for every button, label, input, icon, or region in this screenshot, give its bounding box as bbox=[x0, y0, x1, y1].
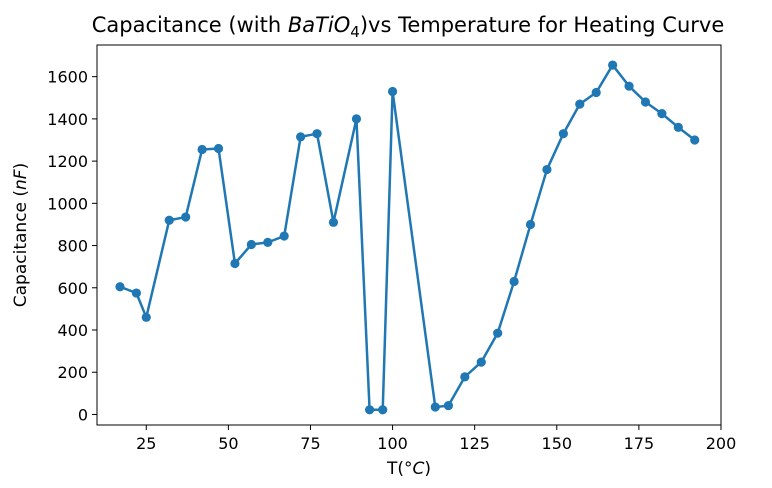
data-point bbox=[263, 237, 273, 247]
data-point bbox=[608, 60, 618, 70]
data-point bbox=[493, 328, 503, 338]
data-point bbox=[364, 405, 375, 415]
data-point bbox=[640, 97, 651, 107]
y-axis-label: Capacitance (nF) bbox=[11, 163, 31, 307]
data-point bbox=[460, 372, 470, 382]
data-point bbox=[690, 135, 700, 145]
y-tick-label: 200 bbox=[57, 363, 88, 382]
plot-area bbox=[96, 44, 722, 426]
data-point bbox=[575, 99, 585, 109]
x-tick-label: 150 bbox=[542, 434, 573, 453]
x-axis-label-suffix: ) bbox=[424, 459, 431, 479]
y-tick-label: 0 bbox=[78, 405, 88, 424]
data-point bbox=[141, 312, 151, 322]
data-point bbox=[181, 212, 191, 222]
x-tick-label: 75 bbox=[300, 434, 320, 453]
x-axis-label: T(°C) bbox=[386, 459, 431, 479]
y-tick-label: 600 bbox=[57, 279, 88, 298]
x-axis-label-prefix: T( bbox=[386, 459, 404, 479]
x-tick-label: 100 bbox=[377, 434, 408, 453]
data-point bbox=[657, 109, 667, 119]
data-point bbox=[131, 288, 142, 298]
chart-title-formula-subscript: 4 bbox=[350, 23, 360, 41]
x-tick-label: 125 bbox=[459, 434, 490, 453]
data-point bbox=[558, 129, 568, 139]
chart-title: Capacitance (with BaTiO4)vs Temperature … bbox=[92, 13, 725, 41]
chart-title-prefix: Capacitance (with bbox=[92, 13, 288, 37]
data-point bbox=[591, 87, 601, 98]
data-point bbox=[328, 217, 339, 227]
data-point bbox=[509, 276, 519, 287]
data-point bbox=[351, 114, 362, 124]
data-point bbox=[164, 215, 174, 225]
data-point bbox=[443, 400, 454, 411]
data-point bbox=[296, 132, 306, 142]
x-axis-label-unit: °C bbox=[404, 459, 425, 479]
data-point bbox=[230, 258, 240, 269]
data-point bbox=[246, 239, 256, 250]
data-point bbox=[115, 282, 125, 292]
chart-title-formula: BaTiO bbox=[288, 13, 350, 37]
data-point bbox=[312, 129, 322, 139]
data-point bbox=[542, 164, 552, 175]
chart-title-suffix: )vs Temperature for Heating Curve bbox=[360, 13, 724, 37]
data-point bbox=[387, 86, 398, 97]
y-axis: 0 200 400 600 800 1000 1200 1400 1600 bbox=[47, 68, 97, 424]
data-points bbox=[115, 60, 700, 415]
y-axis-label-unit: nF bbox=[11, 169, 31, 190]
data-point bbox=[624, 81, 634, 91]
y-tick-label: 400 bbox=[57, 321, 88, 340]
data-point bbox=[430, 402, 440, 412]
y-axis-label-suffix: ) bbox=[11, 163, 31, 170]
data-point bbox=[213, 143, 224, 154]
x-tick-label: 200 bbox=[706, 434, 737, 453]
x-tick-label: 175 bbox=[624, 434, 655, 453]
y-tick-label: 1600 bbox=[47, 68, 88, 87]
x-axis: 25 50 75 100 125 150 175 200 bbox=[136, 425, 736, 453]
data-point bbox=[378, 405, 388, 415]
x-tick-label: 25 bbox=[136, 434, 156, 453]
y-tick-label: 1200 bbox=[47, 152, 88, 171]
y-tick-label: 1000 bbox=[47, 194, 88, 213]
y-tick-label: 1400 bbox=[47, 110, 88, 129]
data-point bbox=[279, 231, 289, 241]
series-line bbox=[119, 63, 696, 412]
data-point bbox=[476, 357, 486, 367]
y-tick-label: 800 bbox=[57, 237, 88, 256]
y-axis-label-prefix: Capacitance ( bbox=[11, 190, 31, 307]
data-point bbox=[673, 122, 683, 132]
data-point bbox=[525, 219, 536, 230]
x-tick-label: 50 bbox=[218, 434, 238, 453]
data-point bbox=[197, 144, 207, 155]
